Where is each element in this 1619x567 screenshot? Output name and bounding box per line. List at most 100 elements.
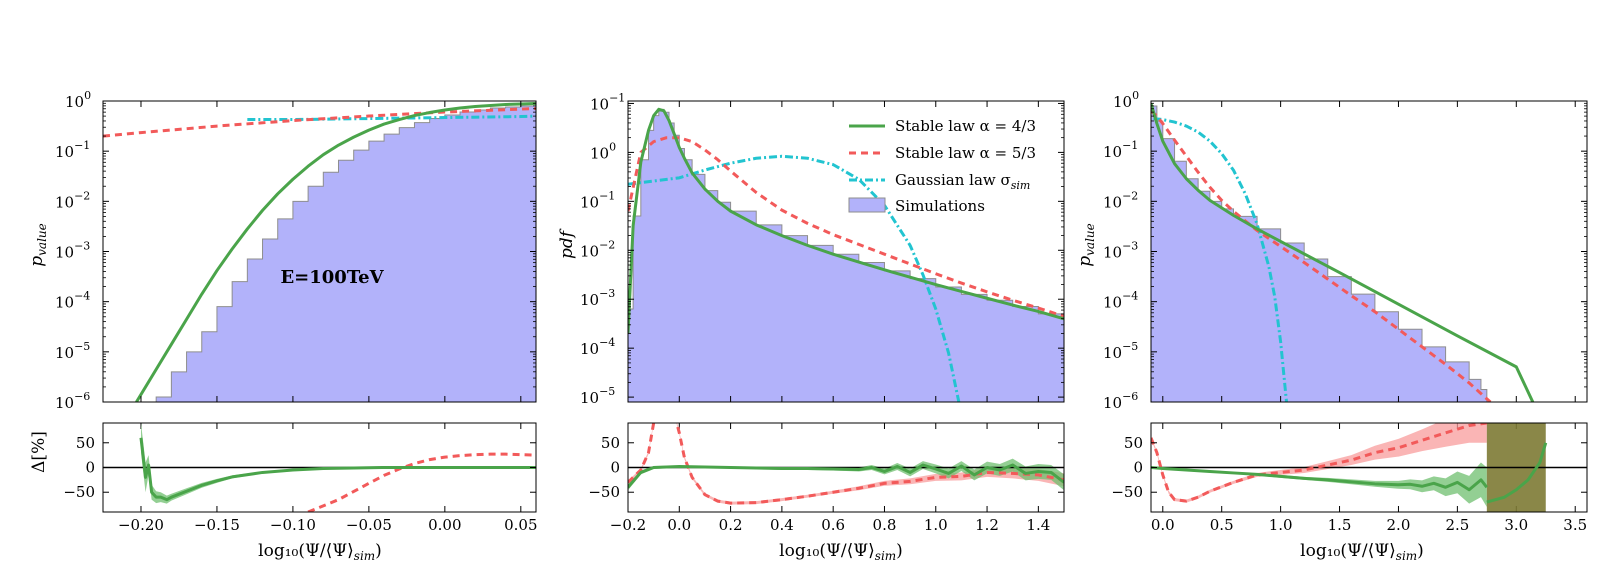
y-tick-label: 10−3 bbox=[1103, 240, 1138, 262]
stable43-residual-line bbox=[628, 463, 1064, 489]
x-tick-label: 2.5 bbox=[1445, 516, 1469, 534]
y-tick-label: 10−1 bbox=[55, 139, 90, 161]
y-tick-label: 100 bbox=[590, 140, 616, 162]
y-tick-label: 10−3 bbox=[55, 240, 90, 262]
y-tick-label: 10−1 bbox=[580, 189, 615, 211]
stable43-residual-band bbox=[628, 458, 1064, 491]
panel-1-residual-ylabel: Δ[%] bbox=[29, 431, 49, 473]
x-tick-label: 3.0 bbox=[1504, 516, 1528, 534]
stable-law-5-3-curve bbox=[103, 107, 536, 138]
res-y-tick-label: −50 bbox=[588, 483, 620, 501]
y-tick-label: 10−2 bbox=[580, 238, 615, 260]
y-tick-label: 10−4 bbox=[1103, 290, 1138, 312]
x-tick-label: 1.5 bbox=[1328, 516, 1352, 534]
y-tick-label: 100 bbox=[1113, 89, 1139, 111]
x-tick-label: −0.2 bbox=[610, 516, 646, 534]
x-tick-label: 1.2 bbox=[975, 516, 999, 534]
legend-label-stable53: Stable law α = 5/3 bbox=[895, 144, 1036, 162]
res-y-tick-label: 50 bbox=[1124, 434, 1143, 452]
x-tick-label: 1.4 bbox=[1026, 516, 1050, 534]
stable43-residual-line bbox=[1151, 466, 1489, 492]
x-tick-label: 0.4 bbox=[770, 516, 794, 534]
x-tick-label: 1.0 bbox=[924, 516, 948, 534]
legend: Stable law α = 4/3 Stable law α = 5/3 Ga… bbox=[848, 117, 1036, 215]
res-y-tick-label: 50 bbox=[601, 434, 620, 452]
ylabel-main: pvalue bbox=[27, 223, 49, 267]
res-y-tick-label: 0 bbox=[85, 459, 95, 477]
x-tick-label: −0.05 bbox=[346, 516, 392, 534]
y-tick-label: 10−6 bbox=[55, 390, 90, 412]
y-tick-label: 10−3 bbox=[580, 287, 615, 309]
y-tick-label: 10−6 bbox=[1103, 390, 1138, 412]
model-curves bbox=[103, 102, 536, 402]
panel-2: 10−5 10−4 10−3 10−2 10−1 100 10−1 −0.2 0.0 0.2 0.… bbox=[557, 91, 1065, 563]
panel-2-residual-plot: −0.2 0.0 0.2 0.4 0.6 0.8 1.0 1.2 1.4 50 0 −50 bbox=[588, 422, 1065, 534]
x-tick-label: 3.5 bbox=[1563, 516, 1587, 534]
residual-curves bbox=[1151, 423, 1587, 512]
main-axes-frame bbox=[627, 100, 1065, 403]
panel-3-ylabel: pvalue bbox=[1075, 223, 1097, 267]
y-tick-label: 10−4 bbox=[580, 336, 615, 358]
panel-1-xlabel: log₁₀(Ψ/⟨Ψ⟩sim) bbox=[258, 541, 382, 563]
stable53-residual-band bbox=[1151, 423, 1487, 503]
y-tick-label: 10−5 bbox=[580, 385, 615, 407]
panel-3-main-plot: 10−6 10−5 10−4 10−3 10−2 10−1 100 bbox=[1103, 89, 1588, 412]
legend-label-gaussian: Gaussian law σsim bbox=[895, 171, 1030, 192]
x-tick-label: 0.0 bbox=[667, 516, 691, 534]
stable-law-4-3-curve bbox=[628, 107, 1064, 334]
y-tick-label: 10−2 bbox=[1103, 189, 1138, 211]
legend-label-simulations: Simulations bbox=[895, 197, 985, 215]
x-tick-label: 1.0 bbox=[1269, 516, 1293, 534]
model-curves bbox=[628, 107, 1064, 402]
energy-annotation: E=100TeV bbox=[280, 267, 384, 288]
residual-curves bbox=[103, 423, 536, 512]
panel-3-xlabel: log₁₀(Ψ/⟨Ψ⟩sim) bbox=[1300, 541, 1424, 563]
stable43-residual-line bbox=[139, 437, 536, 502]
x-tick-label: 0.5 bbox=[1210, 516, 1234, 534]
panel-3: 10−6 10−5 10−4 10−3 10−2 10−1 100 0.0 0.5 1.0 1.5… bbox=[1075, 89, 1588, 563]
stable53-residual-line bbox=[628, 423, 1064, 505]
residual-curves bbox=[628, 423, 1064, 505]
x-tick-label: −0.10 bbox=[270, 516, 316, 534]
y-tick-label: 10−1 bbox=[590, 91, 625, 113]
panel-2-ylabel: pdf bbox=[557, 228, 577, 259]
res-y-tick-label: −50 bbox=[63, 483, 95, 501]
res-y-tick-label: 0 bbox=[1133, 459, 1143, 477]
y-tick-label: 10−1 bbox=[1103, 139, 1138, 161]
panel-1-residual-plot: −0.20 −0.15 −0.10 −0.05 0.00 0.05 50 0 −50 bbox=[63, 422, 538, 534]
x-tick-label: 0.6 bbox=[821, 516, 845, 534]
stable-law-5-3-curve bbox=[1151, 109, 1492, 402]
x-tick-label: 0.8 bbox=[873, 516, 897, 534]
stable53-residual-band bbox=[628, 423, 1064, 505]
simulations-histogram bbox=[1151, 105, 1587, 402]
ylabel-residual: Δ[%] bbox=[29, 431, 49, 473]
stable-law-5-3-curve bbox=[628, 136, 1064, 318]
simulations-histogram bbox=[140, 105, 536, 402]
gaussian-law-curve bbox=[247, 114, 536, 122]
simulations-bars bbox=[140, 105, 536, 402]
y-tick-label: 10−5 bbox=[55, 340, 90, 362]
panel-2-xlabel: log₁₀(Ψ/⟨Ψ⟩sim) bbox=[779, 541, 903, 563]
model-curves bbox=[1151, 103, 1535, 402]
ylabel-main-3: pvalue bbox=[1075, 223, 1097, 267]
x-tick-label: 2.0 bbox=[1387, 516, 1411, 534]
stable-law-4-3-curve bbox=[1151, 103, 1535, 402]
x-tick-label: 0.0 bbox=[1151, 516, 1175, 534]
legend-swatch-simulations bbox=[848, 197, 886, 213]
stable53-residual-line bbox=[307, 452, 536, 512]
panel-1-ylabel: pvalue bbox=[27, 223, 49, 267]
res-y-tick-label: 50 bbox=[76, 434, 95, 452]
gaussian-law-curve bbox=[1153, 117, 1289, 402]
panel-1-main-plot: 10−6 10−5 10−4 10−3 10−2 10−1 100 bbox=[55, 89, 537, 412]
x-tick-label: 0.00 bbox=[428, 516, 461, 534]
legend-label-stable43: Stable law α = 4/3 bbox=[895, 117, 1036, 135]
x-tick-label: −0.20 bbox=[118, 516, 164, 534]
x-tick-label: 0.05 bbox=[504, 516, 537, 534]
y-tick-label: 10−5 bbox=[1103, 340, 1138, 362]
gaussian-law-curve bbox=[628, 154, 961, 402]
y-tick-label: 100 bbox=[65, 89, 91, 111]
panel-3-residual-plot: 0.0 0.5 1.0 1.5 2.0 2.5 3.0 3.5 50 0 −50 bbox=[1111, 422, 1588, 534]
y-tick-label: 10−2 bbox=[55, 189, 90, 211]
